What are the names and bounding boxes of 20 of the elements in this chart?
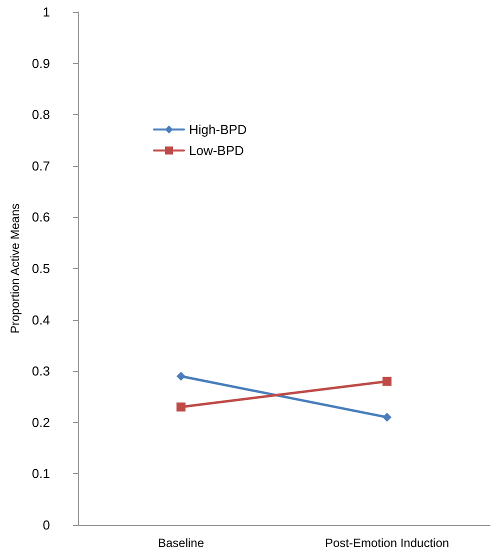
y-tick-label: 0.4: [32, 312, 50, 328]
y-tick-label: 1: [42, 4, 50, 20]
legend-label: High-BPD: [189, 122, 247, 137]
y-tick-label: 0.7: [32, 158, 50, 174]
y-axis-title: Proportion Active Means: [8, 203, 22, 334]
point: [176, 402, 186, 412]
y-tick-label: 0: [42, 518, 50, 532]
x-tick-label: Baseline: [158, 536, 204, 550]
legend-label: Low-BPD: [189, 143, 244, 158]
y-tick-label: 0.9: [32, 56, 50, 71]
y-tick-label: 0.5: [32, 261, 50, 276]
x-tick-label: Post-Emotion Induction: [324, 536, 450, 550]
point: [382, 376, 392, 386]
y-tick-label: 0.3: [32, 364, 50, 379]
y-tick-label: 0.2: [32, 414, 50, 430]
point: [382, 412, 392, 422]
y-tick-label: 0.6: [32, 210, 50, 225]
y-tick-label: 0.1: [32, 466, 50, 482]
y-tick-label: 0.8: [32, 107, 50, 122]
point: [176, 372, 186, 381]
